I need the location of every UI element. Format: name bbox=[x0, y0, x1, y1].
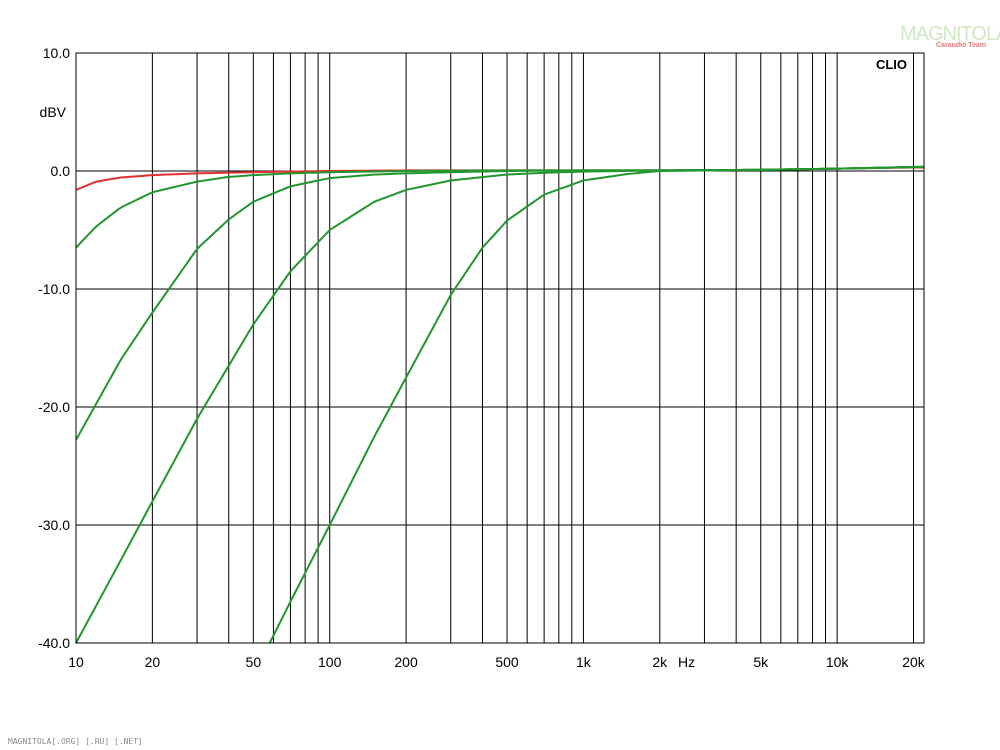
y-tick-label: 10.0 bbox=[43, 45, 70, 61]
series-line-5 bbox=[268, 165, 925, 644]
x-tick-label: 20k bbox=[902, 654, 926, 670]
x-tick-label: 2k bbox=[652, 654, 668, 670]
clio-brand-label: CLIO bbox=[876, 57, 907, 72]
x-axis-label: Hz bbox=[678, 654, 695, 670]
x-tick-labels: 10 20 50 100 200 500 1k 2k 5k 10k 20k bbox=[68, 654, 926, 670]
watermark-logo: MAGNITOLA Caraudio Team bbox=[900, 23, 1000, 49]
x-tick-label: 100 bbox=[318, 654, 342, 670]
watermark-subtext: Caraudio Team bbox=[936, 42, 986, 49]
x-tick-label: 200 bbox=[394, 654, 418, 670]
x-tick-label: 1k bbox=[576, 654, 592, 670]
x-tick-label: 10k bbox=[826, 654, 850, 670]
footer-text: MAGNITOLA[.ORG] [.RU] [.NET] bbox=[8, 737, 143, 746]
plot-area bbox=[76, 53, 924, 643]
plot-frame bbox=[75, 52, 925, 644]
y-tick-label: 0.0 bbox=[51, 163, 71, 179]
x-tick-label: 10 bbox=[68, 654, 84, 670]
y-tick-label: -30.0 bbox=[38, 517, 70, 533]
x-tick-label: 50 bbox=[246, 654, 262, 670]
x-tick-label: 500 bbox=[495, 654, 519, 670]
x-tick-label: 20 bbox=[145, 654, 161, 670]
y-tick-label: -10.0 bbox=[38, 281, 70, 297]
y-tick-label: -20.0 bbox=[38, 399, 70, 415]
y-tick-label: -40.0 bbox=[38, 635, 70, 651]
watermark-text: MAGNITOLA bbox=[900, 23, 1000, 45]
y-axis-label: dBV bbox=[40, 104, 67, 120]
series-layer bbox=[75, 165, 925, 644]
y-tick-labels: 10.0 0.0 -10.0 -20.0 -30.0 -40.0 bbox=[38, 45, 70, 651]
x-tick-label: 5k bbox=[753, 654, 769, 670]
